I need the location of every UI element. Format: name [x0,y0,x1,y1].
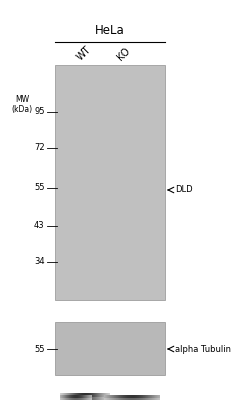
Text: MW
(kDa): MW (kDa) [11,95,32,114]
Text: HeLa: HeLa [95,24,124,36]
Text: DLD: DLD [174,186,192,194]
Text: 55: 55 [34,344,45,354]
Bar [55,65,164,300]
Bar [55,322,164,375]
Text: 34: 34 [34,258,45,266]
Text: KO: KO [114,45,131,62]
Text: 95: 95 [34,108,45,116]
Text: alpha Tubulin: alpha Tubulin [174,344,230,354]
Text: 55: 55 [34,184,45,192]
Text: 72: 72 [34,144,45,152]
Text: WT: WT [75,44,93,62]
Text: 43: 43 [34,222,45,230]
